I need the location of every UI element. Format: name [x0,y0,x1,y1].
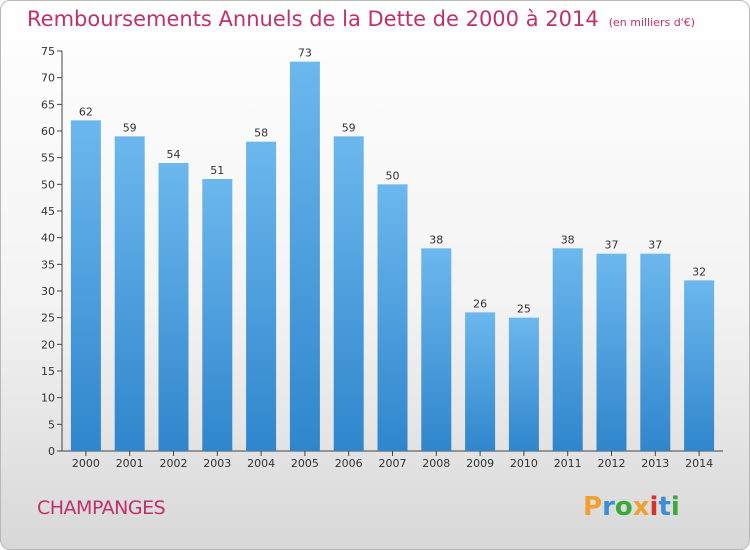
x-tick-label: 2010 [510,457,538,470]
x-tick-label: 2005 [291,457,319,470]
bar-value-label: 37 [605,239,619,252]
logo-letter: r [602,492,615,522]
bar [158,163,189,451]
y-tick-label: 40 [41,232,55,245]
x-tick-label: 2007 [379,457,407,470]
y-tick-label: 15 [41,365,55,378]
x-tick-label: 2008 [422,457,450,470]
x-tick-label: 2000 [72,457,100,470]
x-tick-label: 2014 [685,457,713,470]
x-tick-label: 2003 [203,457,231,470]
bar-value-label: 59 [342,121,356,134]
bar [596,253,627,451]
y-tick-label: 20 [41,338,55,351]
y-tick-label: 65 [41,98,55,111]
x-tick-label: 2013 [641,457,669,470]
y-tick-label: 5 [48,418,55,431]
bar-value-label: 32 [692,265,706,278]
value-labels: 62 59 54 51 58 73 59 50 38 26 25 38 37 37 32 [79,47,706,316]
bar-value-label: 59 [123,121,137,134]
y-tick-label: 25 [41,312,55,325]
title-unit: (en milliers d'€) [608,16,695,29]
logo-letter: x [632,492,650,522]
logo-letter: i [649,492,659,522]
logo-letter: t [658,492,671,522]
bar [333,136,364,452]
axes: 0 5 10 15 20 25 30 35 40 45 50 55 60 65 70 75 2000 2001 20… [41,45,723,470]
x-tick-label: 2011 [554,457,582,470]
y-tick-label: 70 [41,72,55,85]
bar-value-label: 37 [648,239,662,252]
bar-value-label: 38 [429,233,443,246]
x-tick-label: 2006 [335,457,363,470]
x-tick-label: 2004 [247,457,275,470]
bar-value-label: 25 [517,303,531,316]
y-tick-label: 0 [48,445,55,458]
logo-letter: i [670,492,680,522]
bar [508,317,539,451]
y-tick-label: 45 [41,205,55,218]
x-tick-label: 2001 [116,457,144,470]
y-tick-label: 10 [41,392,55,405]
bar-value-label: 38 [561,233,575,246]
bar-value-label: 58 [254,127,268,140]
bar-value-label: 54 [167,148,181,161]
bar [289,61,320,452]
bar [114,136,145,452]
bar-value-label: 62 [79,105,93,118]
bar-value-label: 26 [473,297,487,310]
bar [421,248,452,451]
commune-name: CHAMPANGES [37,497,166,519]
bar [640,253,671,451]
bar-value-label: 50 [386,169,400,182]
title-main: Remboursements Annuels de la Dette de 20… [27,7,599,31]
y-tick-label: 35 [41,258,55,271]
bar [465,312,496,451]
x-tick-label: 2012 [598,457,626,470]
logo-letter: o [614,492,633,522]
x-tick-label: 2009 [466,457,494,470]
bar [70,120,101,451]
proxiti-logo[interactable]: Proxiti [583,492,680,522]
y-tick-label: 75 [41,45,55,58]
bar [684,280,715,451]
bar-value-label: 51 [210,164,224,177]
bar [246,141,277,451]
logo-letter: P [583,492,603,522]
bar [202,179,233,451]
bars [70,61,715,452]
bar [377,184,408,452]
bar-value-label: 73 [298,47,312,60]
y-tick-label: 50 [41,178,55,191]
x-tick-label: 2002 [160,457,188,470]
y-tick-label: 60 [41,125,55,138]
bar [552,248,583,451]
y-tick-label: 30 [41,285,55,298]
chart-title: Remboursements Annuels de la Dette de 20… [27,7,695,31]
y-tick-label: 55 [41,152,55,165]
